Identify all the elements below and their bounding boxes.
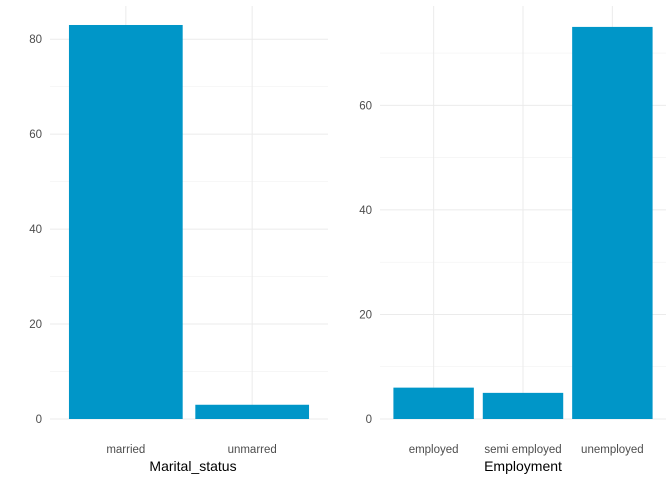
- bar-semi-employed: [482, 392, 564, 419]
- y-tick-label: 60: [29, 129, 42, 141]
- x-tick-label: unmarred: [228, 444, 277, 456]
- x-tick-label: employed: [409, 444, 459, 456]
- bar-unmarred: [195, 404, 310, 419]
- x-tick-label: married: [106, 444, 145, 456]
- y-tick-label: 20: [359, 309, 372, 321]
- x-tick-label: semi employed: [484, 444, 561, 456]
- y-tick-label: 40: [29, 224, 42, 236]
- y-tick-label: 60: [359, 100, 372, 112]
- marital-status-panel: 0 20 40 60 80 married unmarred Marital_status: [29, 6, 328, 474]
- x-tick-label: unemployed: [581, 444, 644, 456]
- x-axis-title: Employment: [484, 458, 562, 474]
- bar-employed: [393, 387, 474, 419]
- y-tick-label: 40: [359, 205, 372, 217]
- y-tick-label: 20: [29, 319, 42, 331]
- x-axis-title: Marital_status: [149, 458, 236, 474]
- y-tick-label: 80: [29, 34, 42, 46]
- bar-unemployed: [572, 26, 653, 420]
- employment-panel: 0 20 40 60 employed semi employed unemployed Em…: [359, 6, 666, 474]
- y-tick-label: 0: [36, 414, 42, 426]
- bar-married: [68, 24, 183, 420]
- y-tick-label: 0: [366, 414, 372, 426]
